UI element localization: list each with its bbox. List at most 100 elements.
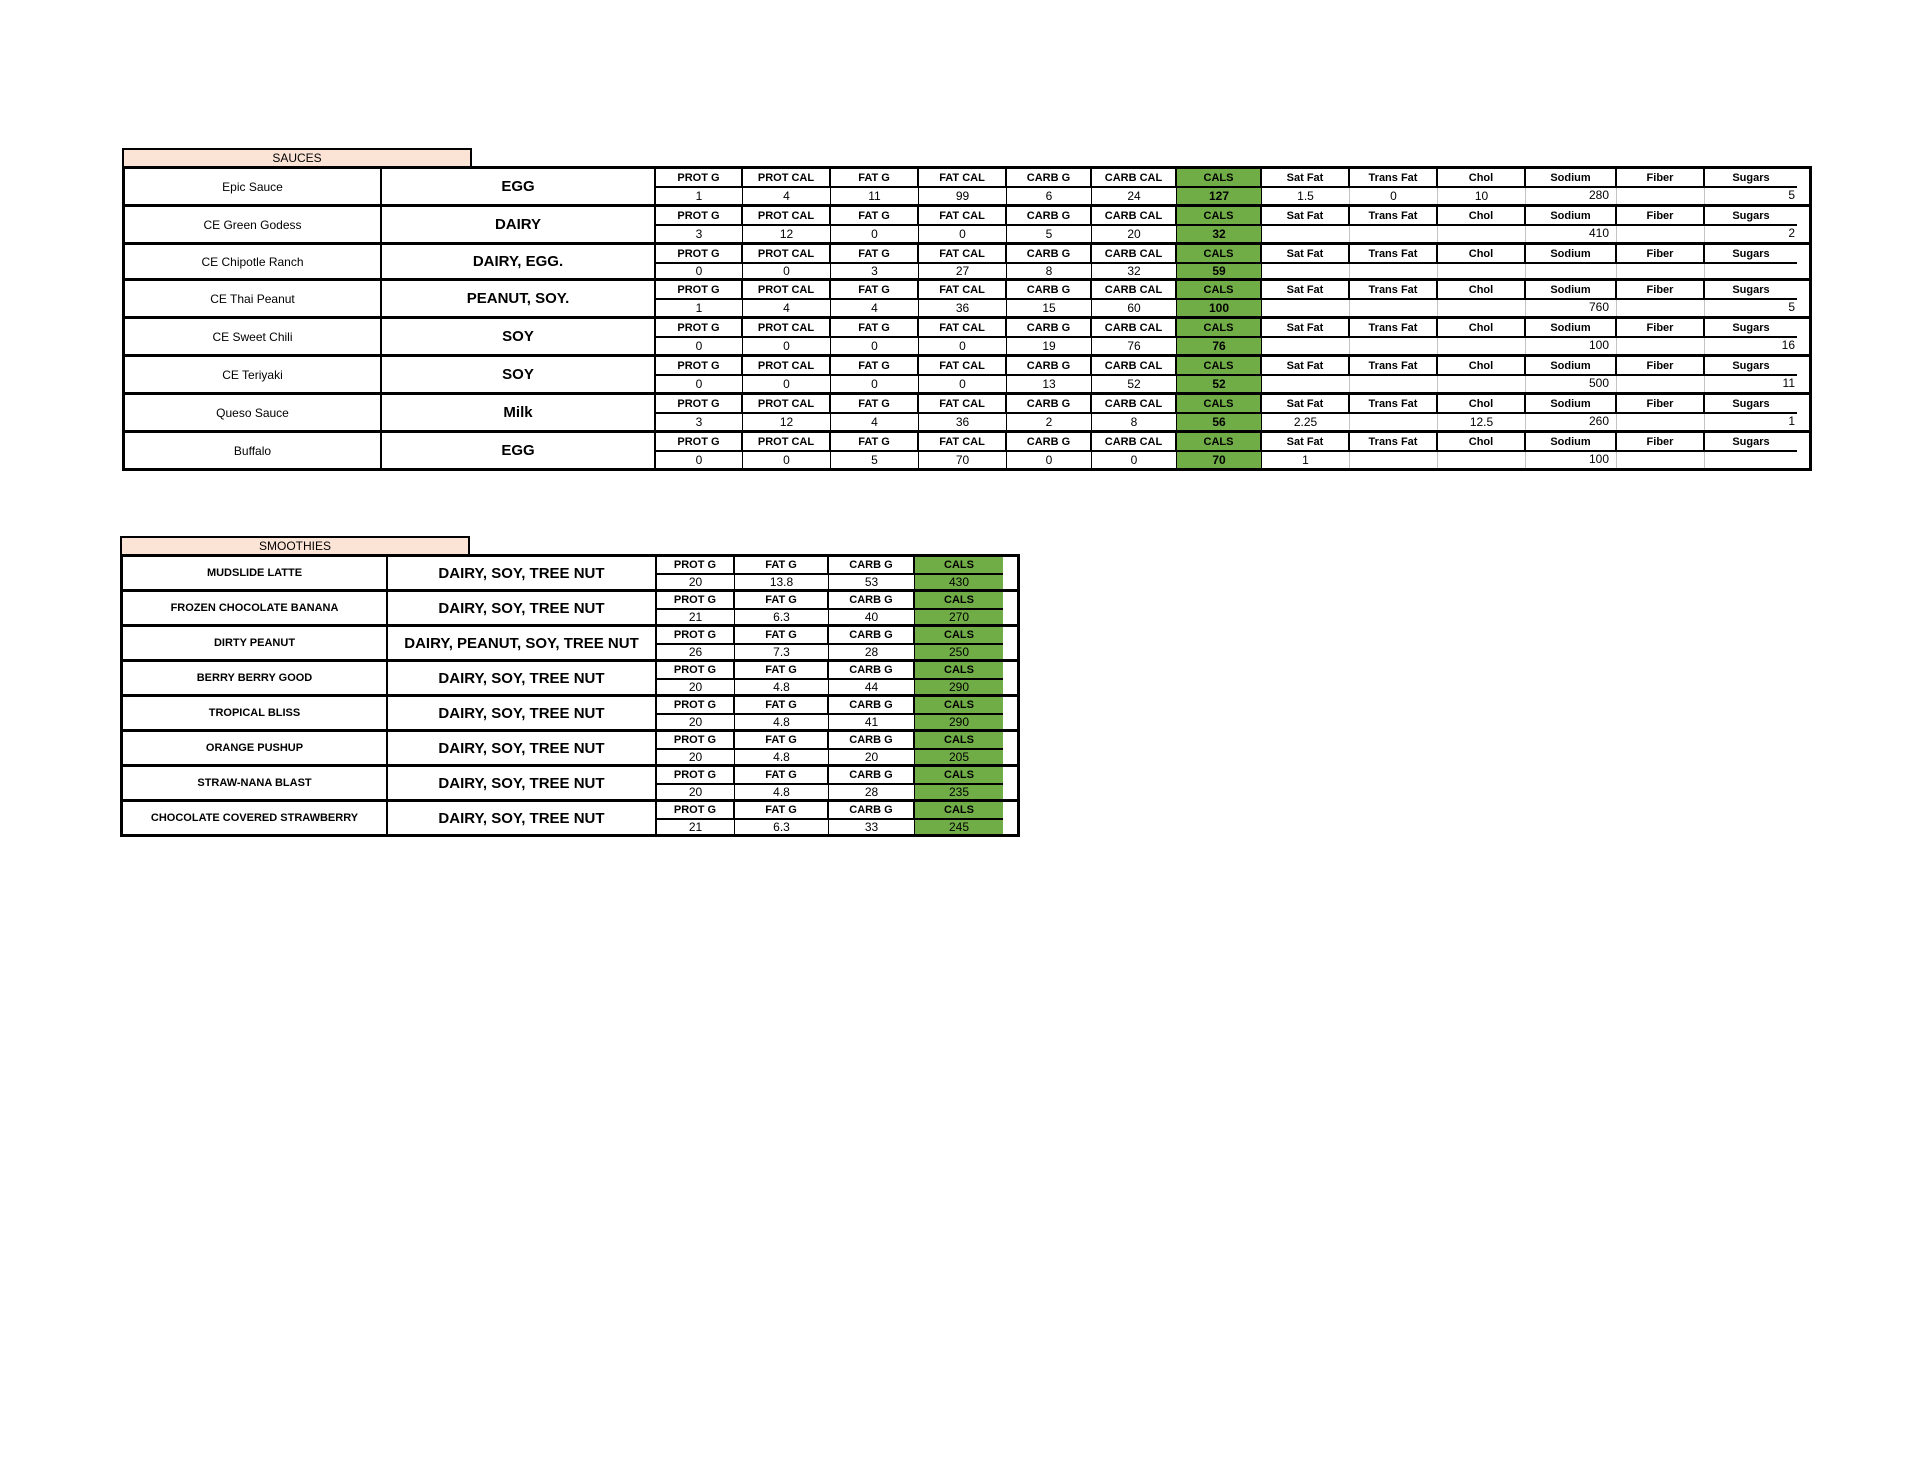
nutrition-value-cell: 1 bbox=[1262, 452, 1350, 468]
nutrition-value-cell: 13 bbox=[1007, 376, 1092, 392]
nutrition-header-cell: Chol bbox=[1438, 169, 1526, 188]
nutrition-value-cell: 0 bbox=[656, 338, 743, 354]
nutrition-value-cell: 2 bbox=[1788, 226, 1795, 240]
nutrition-header-cell: PROT G bbox=[657, 697, 735, 715]
item-name: DIRTY PEANUT bbox=[123, 627, 388, 659]
nutrition-value-cell: 0 bbox=[1350, 188, 1438, 204]
nutrition-header-cell: Fiber bbox=[1617, 357, 1705, 376]
nutrition-header-cell: FAT G bbox=[735, 592, 829, 610]
nutrition-value-cell: 12 bbox=[743, 414, 831, 430]
nutrition-header-cell: CARB CAL bbox=[1092, 245, 1177, 264]
nutrition-value-cell bbox=[1438, 376, 1526, 392]
nutrition-value-cell: 3 bbox=[656, 226, 743, 242]
cals-header-cell: CALS bbox=[1177, 357, 1262, 376]
cals-value-cell: 430 bbox=[915, 575, 1003, 589]
nutrition-header-cell: PROT G bbox=[657, 662, 735, 680]
nutrition-value-cell: 24 bbox=[1092, 188, 1177, 204]
nutrition-value-cell: 32 bbox=[1092, 264, 1177, 278]
nutrition-value-cell bbox=[1617, 226, 1705, 242]
nutrition-header-cell: Trans Fat bbox=[1350, 207, 1438, 226]
nutrition-value-cell bbox=[1350, 300, 1438, 316]
nutrition-header-cell: Sugars bbox=[1705, 245, 1797, 264]
nutrition-header-cell: Fiber bbox=[1617, 207, 1705, 226]
nutrition-header-cell: FAT CAL bbox=[919, 433, 1007, 452]
nutrition-value-cell: 10 bbox=[1438, 188, 1526, 204]
nutrition-header-cell: Sodium bbox=[1526, 357, 1617, 376]
cals-value-cell: 290 bbox=[915, 680, 1003, 694]
nutrition-value-cell: 21 bbox=[657, 820, 735, 834]
nutrition-header-cell: Sodium bbox=[1526, 169, 1617, 188]
nutrition-value-cell: 20 bbox=[829, 750, 915, 764]
nutrition-header-cell: Sat Fat bbox=[1262, 357, 1350, 376]
nutrition-value-cell: 11 bbox=[1782, 376, 1795, 390]
nutrition-value-cell: 4.8 bbox=[735, 750, 829, 764]
nutrition-header-cell: Trans Fat bbox=[1350, 433, 1438, 452]
smoothie-row: STRAW-NANA BLAST DAIRY, SOY, TREE NUT PROT… bbox=[120, 764, 1020, 802]
nutrition-header-cell: PROT G bbox=[656, 281, 743, 300]
nutrition-value-cell: 15 bbox=[1007, 300, 1092, 316]
nutrition-header-cell: CARB G bbox=[829, 592, 915, 610]
nutrition-value-cell bbox=[1438, 226, 1526, 242]
nutrition-header-cell: PROT G bbox=[657, 592, 735, 610]
nutrition-header-cell: CARB CAL bbox=[1092, 357, 1177, 376]
nutrition-header-cell: CARB G bbox=[829, 662, 915, 680]
nutrition-value-cell: 20 bbox=[657, 750, 735, 764]
nutrition-header-cell: FAT CAL bbox=[919, 395, 1007, 414]
nutrition-value-cell: 11 bbox=[831, 188, 919, 204]
sauce-row: CE Thai Peanut PEANUT, SOY. PROT G PROT CAL… bbox=[122, 278, 1812, 319]
allergen-list: DAIRY, SOY, TREE NUT bbox=[388, 732, 657, 764]
nutrition-value-cell bbox=[1438, 452, 1526, 468]
cals-header-cell: CALS bbox=[1177, 433, 1262, 452]
item-name: BERRY BERRY GOOD bbox=[123, 662, 388, 694]
nutrition-value-cell: 5 bbox=[1788, 300, 1795, 314]
nutrition-header-cell: FAT G bbox=[735, 767, 829, 785]
cals-value-cell: 235 bbox=[915, 785, 1003, 799]
cals-value-cell: 52 bbox=[1177, 376, 1262, 392]
nutrition-header-cell: Sat Fat bbox=[1262, 319, 1350, 338]
nutrition-header-cell: Sodium bbox=[1526, 245, 1617, 264]
nutrition-header-cell: FAT G bbox=[831, 281, 919, 300]
nutrition-header-cell: Sodium bbox=[1526, 281, 1617, 300]
sauce-row: CE Chipotle Ranch DAIRY, EGG. PROT G PROT C… bbox=[122, 242, 1812, 281]
nutrition-value-cell: 1 bbox=[656, 188, 743, 204]
nutrition-value-cell bbox=[1705, 452, 1797, 468]
nutrition-value-cell: 12 bbox=[743, 226, 831, 242]
allergen-list: EGG bbox=[382, 433, 656, 468]
nutrition-header-cell: Chol bbox=[1438, 245, 1526, 264]
nutrition-value-cell bbox=[1438, 300, 1526, 316]
cals-header-cell: CALS bbox=[915, 627, 1003, 645]
item-name: CE Thai Peanut bbox=[125, 281, 382, 316]
nutrition-header-cell: CARB G bbox=[1007, 245, 1092, 264]
nutrition-value-cell: 13.8 bbox=[735, 575, 829, 589]
cals-value-cell: 32 bbox=[1177, 226, 1262, 242]
nutrition-header-cell: Trans Fat bbox=[1350, 169, 1438, 188]
nutrition-value-cell: 5 bbox=[1007, 226, 1092, 242]
nutrition-value-cell: 8 bbox=[1092, 414, 1177, 430]
nutrition-value-cell: 0 bbox=[656, 264, 743, 278]
nutrition-header-cell: CARB G bbox=[1007, 207, 1092, 226]
nutrition-header-cell: PROT CAL bbox=[743, 281, 831, 300]
nutrition-header-cell: Fiber bbox=[1617, 169, 1705, 188]
nutrition-header-cell: Chol bbox=[1438, 357, 1526, 376]
allergen-list: DAIRY, SOY, TREE NUT bbox=[388, 592, 657, 624]
nutrition-value-cell: 0 bbox=[656, 452, 743, 468]
nutrition-value-cell: 76 bbox=[1092, 338, 1177, 354]
item-name: Epic Sauce bbox=[125, 169, 382, 204]
nutrition-value-cell bbox=[1262, 376, 1350, 392]
nutrition-value-cell: 28 bbox=[829, 645, 915, 659]
nutrition-header-cell: PROT CAL bbox=[743, 207, 831, 226]
nutrition-header-cell: Chol bbox=[1438, 433, 1526, 452]
smoothies-table: MUDSLIDE LATTE DAIRY, SOY, TREE NUT PROT G… bbox=[120, 554, 1020, 837]
nutrition-header-cell: PROT G bbox=[657, 627, 735, 645]
item-name: ORANGE PUSHUP bbox=[123, 732, 388, 764]
nutrition-header-cell: PROT G bbox=[656, 169, 743, 188]
nutrition-value-cell: 0 bbox=[743, 338, 831, 354]
sauce-row: CE Teriyaki SOY PROT G PROT CAL FAT G FAT CAL… bbox=[122, 354, 1812, 395]
nutrition-value-cell: 1 bbox=[656, 300, 743, 316]
nutrition-header-cell: FAT G bbox=[735, 627, 829, 645]
cals-header-cell: CALS bbox=[915, 802, 1003, 820]
nutrition-value-cell: 20 bbox=[657, 575, 735, 589]
